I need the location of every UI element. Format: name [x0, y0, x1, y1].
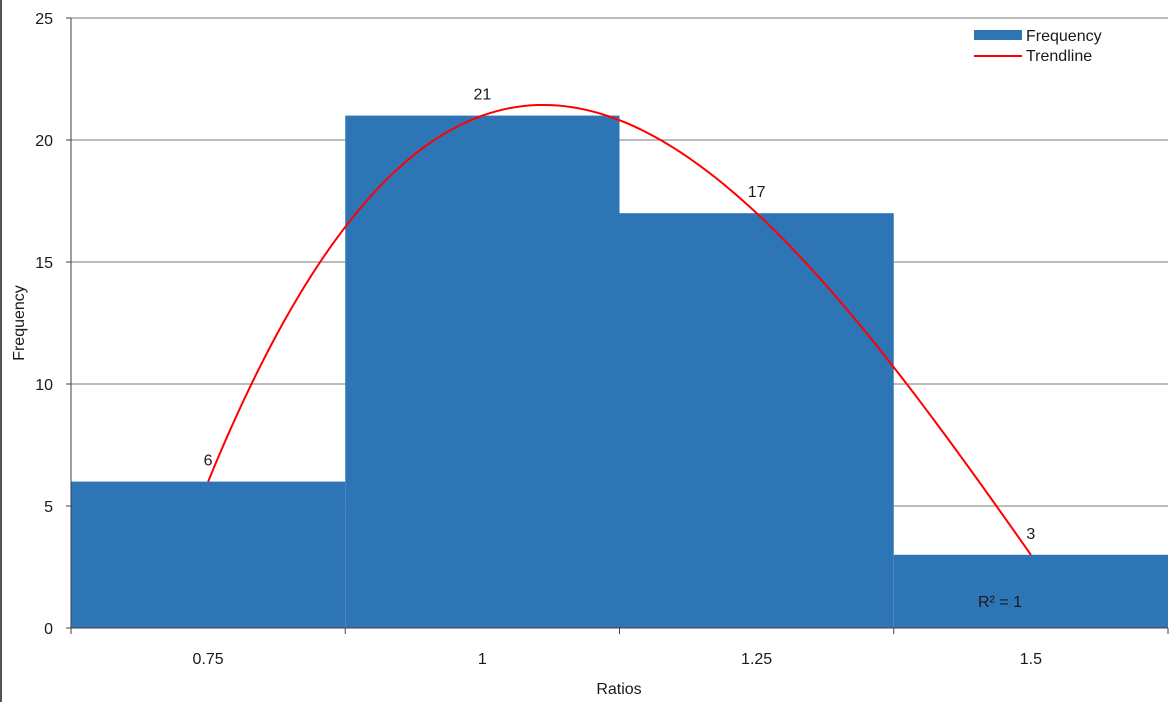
y-axis-title: Frequency: [11, 285, 28, 361]
y-tick-label: 15: [35, 255, 53, 272]
chart-left-border: [0, 0, 2, 702]
x-tick-label: 1.5: [1020, 651, 1042, 668]
y-tick-label: 0: [44, 621, 53, 638]
bar-1: [345, 115, 620, 629]
data-label: 17: [748, 184, 766, 201]
x-axis-title: Ratios: [596, 681, 641, 698]
data-label: 6: [204, 453, 213, 470]
bar-1.5: [893, 554, 1168, 628]
y-tick-label: 25: [35, 11, 53, 28]
x-tick-label: 1: [478, 651, 487, 668]
bar-1.25: [619, 213, 894, 628]
legend: Frequency Trendline: [974, 28, 1102, 65]
legend-label-trendline: Trendline: [1026, 48, 1092, 65]
bars: [71, 115, 1168, 629]
y-tick-labels: 0 5 10 15 20 25: [35, 11, 71, 638]
x-tick-label: 1.25: [741, 651, 772, 668]
bar-0.75: [71, 481, 346, 628]
y-tick-label: 20: [35, 133, 53, 150]
trendline: [207, 103, 1032, 556]
y-tick-label: 5: [44, 499, 53, 516]
data-label: 21: [473, 87, 491, 104]
legend-swatch-frequency: [974, 30, 1022, 40]
data-label: 3: [1026, 526, 1035, 543]
data-labels: 6 21 17 3: [204, 87, 1036, 543]
trendline-curve: [207, 103, 1032, 556]
x-tick-labels: 0.75 1 1.25 1.5: [70, 628, 1169, 668]
x-tick-label: 0.75: [193, 651, 224, 668]
legend-label-frequency: Frequency: [1026, 28, 1102, 45]
y-tick-label: 10: [35, 377, 53, 394]
r-squared-annotation: R² = 1: [978, 594, 1022, 611]
